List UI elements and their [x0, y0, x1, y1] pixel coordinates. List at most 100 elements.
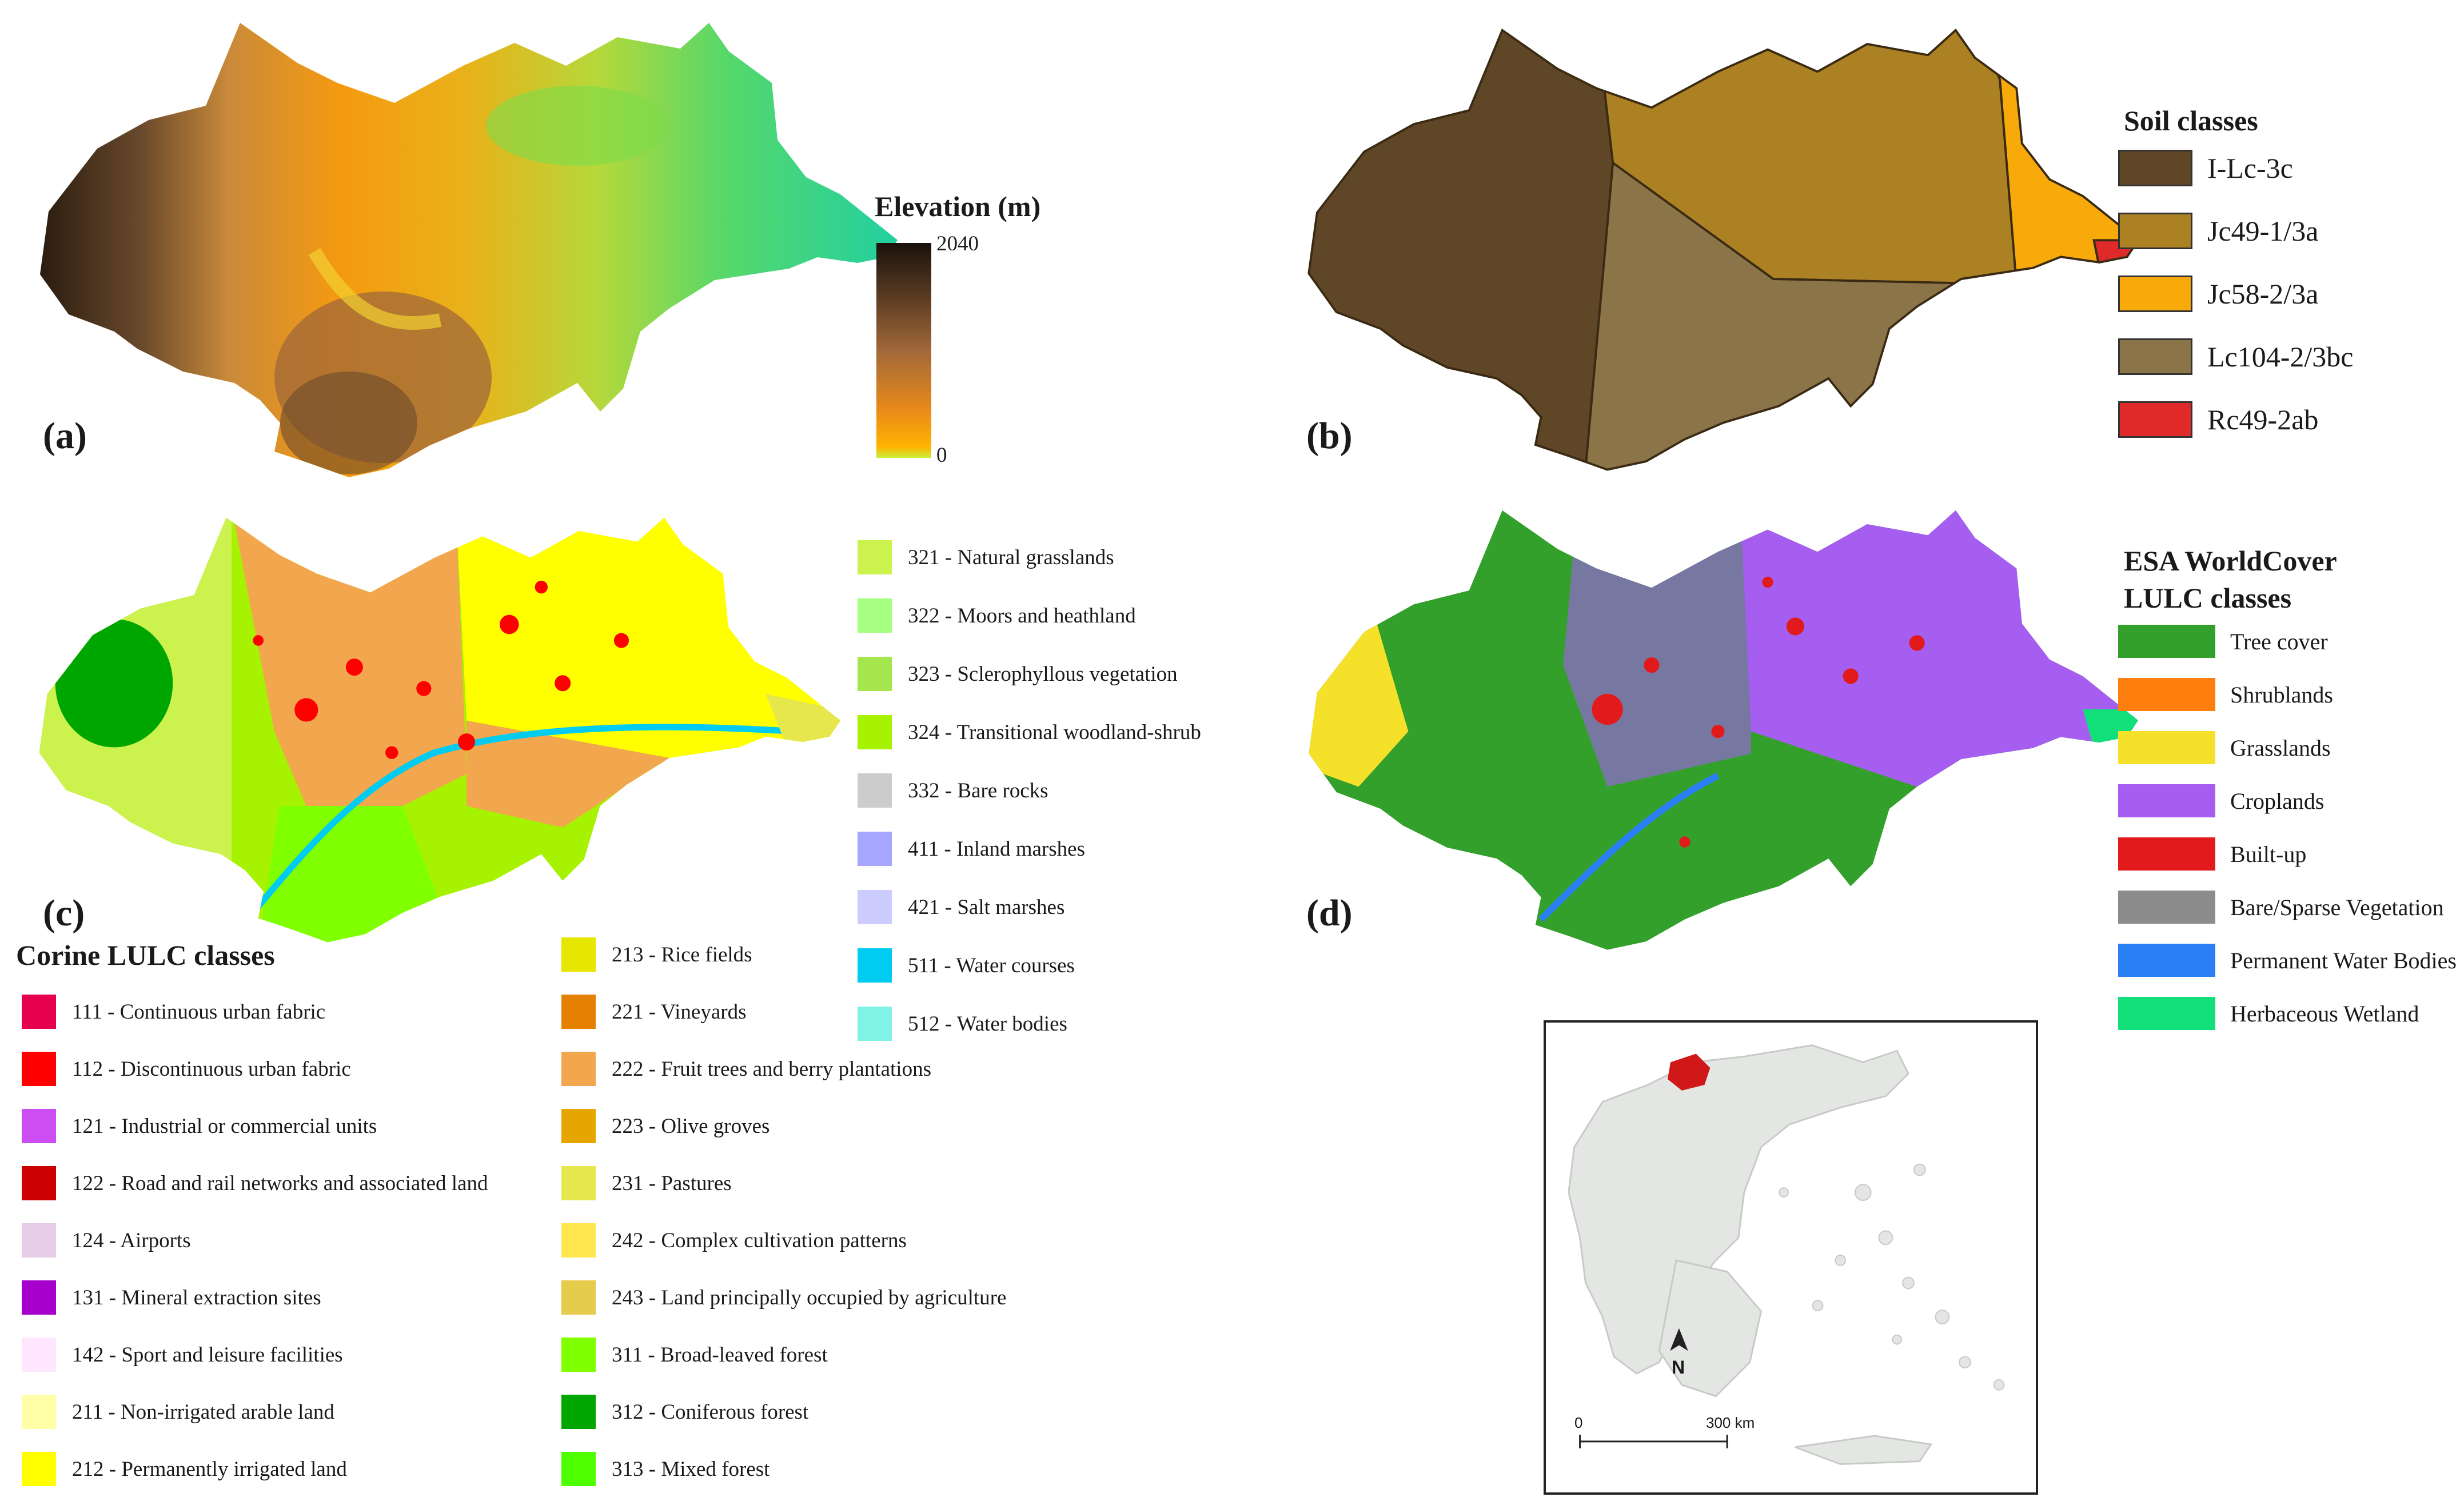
corine-legend-label: 122 - Road and rail networks and associa…: [72, 1171, 488, 1195]
soil-legend-swatch: [2118, 401, 2192, 438]
corine-legend-swatch: [858, 598, 892, 633]
soil-legend-label: I-Lc-3c: [2207, 152, 2293, 184]
corine-legend-swatch: [561, 995, 596, 1029]
panel-label-b: (b): [1306, 415, 1353, 457]
corine-legend-item: 243 - Land principally occupied by agric…: [561, 1280, 1006, 1315]
corine-legend-label: 242 - Complex cultivation patterns: [612, 1228, 907, 1252]
corine-legend-label: 421 - Salt marshes: [908, 895, 1065, 919]
corine-legend-label: 231 - Pastures: [612, 1171, 732, 1195]
esa-legend-title-line1: ESA WorldCover: [2124, 545, 2337, 577]
corine-legend-swatch: [561, 1452, 596, 1486]
corine-legend-item: 512 - Water bodies: [858, 1007, 1067, 1041]
corine-legend-label: 112 - Discontinuous urban fabric: [72, 1057, 351, 1081]
soil-legend-swatch: [2118, 338, 2192, 375]
corine-legend-label: 142 - Sport and leisure facilities: [72, 1343, 343, 1367]
corine-legend-item: 312 - Coniferous forest: [561, 1395, 808, 1429]
corine-legend-swatch: [561, 1395, 596, 1429]
esa-legend-label: Croplands: [2230, 788, 2325, 814]
corine-legend-label: 322 - Moors and heathland: [908, 604, 1136, 628]
soil-legend-label: Jc58-2/3a: [2207, 278, 2319, 310]
elevation-legend-title: Elevation (m): [875, 190, 1041, 222]
corine-legend-label: 311 - Broad-leaved forest: [612, 1343, 828, 1367]
corine-legend-item: 313 - Mixed forest: [561, 1452, 769, 1486]
corine-legend-label: 324 - Transitional woodland-shrub: [908, 720, 1201, 744]
inset-locator-map: N 0 300 km: [1544, 1020, 2038, 1495]
corine-legend-label: 221 - Vineyards: [612, 1000, 747, 1024]
corine-legend-label: 511 - Water courses: [908, 953, 1075, 977]
elevation-map: [40, 23, 898, 477]
corine-legend-swatch: [858, 1007, 892, 1041]
soil-legend-item: Jc49-1/3a: [2118, 213, 2318, 249]
corine-legend-label: 121 - Industrial or commercial units: [72, 1114, 377, 1138]
esa-legend-item: Permanent Water Bodies: [2118, 944, 2457, 977]
corine-legend-item: 321 - Natural grasslands: [858, 540, 1114, 574]
corine-legend-label: 243 - Land principally occupied by agric…: [612, 1286, 1007, 1310]
esa-legend-item: Grasslands: [2118, 731, 2331, 764]
corine-legend-item: 231 - Pastures: [561, 1166, 732, 1200]
study-area-marker: [1668, 1053, 1711, 1091]
elevation-min-label: 0: [936, 444, 947, 467]
corine-legend-label: 223 - Olive groves: [612, 1114, 770, 1138]
corine-legend-swatch: [858, 540, 892, 574]
corine-legend-item: 411 - Inland marshes: [858, 832, 1085, 866]
corine-legend-swatch: [22, 1280, 56, 1315]
corine-legend-label: 213 - Rice fields: [612, 943, 752, 967]
corine-legend-label: 411 - Inland marshes: [908, 837, 1085, 861]
esa-legend-swatch: [2118, 997, 2215, 1030]
esa-legend-swatch: [2118, 891, 2215, 924]
corine-legend-swatch: [22, 1223, 56, 1257]
corine-legend-swatch: [858, 890, 892, 924]
corine-legend-label: 212 - Permanently irrigated land: [72, 1457, 347, 1481]
corine-legend-swatch: [22, 1338, 56, 1372]
panel-label-c: (c): [43, 892, 85, 934]
soil-legend-item: Rc49-2ab: [2118, 401, 2318, 438]
corine-legend-swatch: [858, 657, 892, 691]
esa-legend-item: Bare/Sparse Vegetation: [2118, 891, 2444, 924]
esa-legend-item: Herbaceous Wetland: [2118, 997, 2419, 1030]
esa-legend-item: Built-up: [2118, 837, 2306, 871]
soil-legend-item: Lc104-2/3bc: [2118, 338, 2353, 375]
esa-legend-item: Tree cover: [2118, 625, 2328, 658]
corine-legend-label: 111 - Continuous urban fabric: [72, 1000, 326, 1024]
esa-legend-swatch: [2118, 944, 2215, 977]
panel-label-a: (a): [43, 415, 87, 457]
corine-legend-label: 124 - Airports: [72, 1228, 191, 1252]
esa-legend-swatch: [2118, 678, 2215, 711]
corine-legend-swatch: [858, 773, 892, 808]
esa-legend-swatch: [2118, 784, 2215, 817]
corine-legend-item: 311 - Broad-leaved forest: [561, 1338, 828, 1372]
corine-legend-label: 323 - Sclerophyllous vegetation: [908, 662, 1178, 686]
corine-legend-swatch: [22, 1109, 56, 1143]
corine-legend-item: 221 - Vineyards: [561, 995, 747, 1029]
corine-legend-label: 131 - Mineral extraction sites: [72, 1286, 321, 1310]
esa-legend-swatch: [2118, 837, 2215, 871]
esa-legend-label: Permanent Water Bodies: [2230, 947, 2457, 973]
corine-legend-label: 321 - Natural grasslands: [908, 545, 1114, 569]
corine-legend-label: 211 - Non-irrigated arable land: [72, 1400, 334, 1424]
esa-legend-label: Bare/Sparse Vegetation: [2230, 894, 2444, 920]
corine-legend-swatch: [561, 1109, 596, 1143]
north-label: N: [1672, 1357, 1685, 1378]
corine-legend-swatch: [561, 1052, 596, 1086]
corine-legend-item: 222 - Fruit trees and berry plantations: [561, 1052, 931, 1086]
corine-legend-item: 223 - Olive groves: [561, 1109, 769, 1143]
corine-legend-item: 142 - Sport and leisure facilities: [22, 1338, 343, 1372]
esa-legend-label: Tree cover: [2230, 628, 2328, 654]
corine-legend-item: 121 - Industrial or commercial units: [22, 1109, 377, 1143]
soil-legend-label: Rc49-2ab: [2207, 404, 2319, 436]
corine-legend-item: 323 - Sclerophyllous vegetation: [858, 657, 1178, 691]
soil-legend-swatch: [2118, 276, 2192, 312]
soil-legend-swatch: [2118, 213, 2192, 249]
corine-lulc-map: [39, 517, 840, 943]
elevation-color-ramp: [876, 243, 931, 458]
esa-legend-label: Grasslands: [2230, 734, 2331, 761]
greece-outline: [1568, 1044, 2005, 1465]
soil-legend-swatch: [2118, 150, 2192, 186]
soil-map: [1307, 29, 2138, 471]
scale-start-label: 0: [1574, 1414, 1583, 1431]
corine-legend-swatch: [858, 715, 892, 749]
corine-legend-swatch: [22, 995, 56, 1029]
panel-label-d: (d): [1306, 892, 1353, 934]
corine-legend-item: 324 - Transitional woodland-shrub: [858, 715, 1201, 749]
esa-legend-label: Herbaceous Wetland: [2230, 1000, 2419, 1027]
